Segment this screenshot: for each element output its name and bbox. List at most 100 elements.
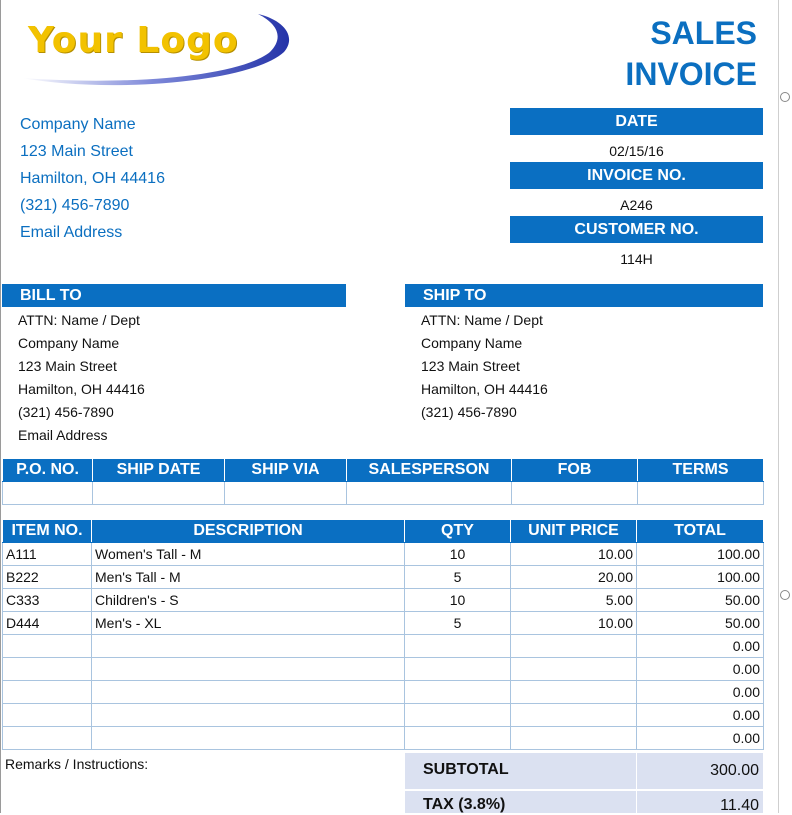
line-total-cell[interactable]: 100.00 [636,565,764,589]
bill-to-city[interactable]: Hamilton, OH 44416 [18,381,145,397]
salesperson-cell[interactable] [346,481,512,505]
scroll-handle-icon[interactable] [780,92,790,102]
item-no-cell[interactable]: D444 [2,611,92,635]
total-header: TOTAL [636,519,764,543]
invoice-no-label: INVOICE NO. [510,162,763,189]
line-total-cell[interactable]: 0.00 [636,726,764,750]
ship-to-phone[interactable]: (321) 456-7890 [421,404,517,420]
description-cell[interactable]: Men's Tall - M [91,565,405,589]
line-total-cell[interactable]: 0.00 [636,657,764,681]
line-total-cell[interactable]: 0.00 [636,634,764,658]
item-no-cell[interactable] [2,657,92,681]
invoice-no-value[interactable]: A246 [620,197,653,213]
ship-via-cell[interactable] [224,481,347,505]
line-total-cell[interactable]: 0.00 [636,680,764,704]
po-no-cell[interactable] [2,481,93,505]
unit-price-cell[interactable]: 5.00 [510,588,637,612]
logo-text: Your Logo [28,20,239,61]
item-no-cell[interactable] [2,634,92,658]
unit-price-cell[interactable]: 10.00 [510,542,637,566]
bill-to-company[interactable]: Company Name [18,335,120,351]
line-total-cell[interactable]: 0.00 [636,703,764,727]
qty-cell[interactable]: 10 [404,588,511,612]
bill-to-attn[interactable]: ATTN: Name / Dept [18,312,140,328]
order-info-table: P.O. NO. SHIP DATE SHIP VIA SALESPERSON … [2,458,764,505]
company-phone: (321) 456-7890 [20,197,130,214]
unit-price-cell[interactable] [510,680,637,704]
item-no-cell[interactable] [2,703,92,727]
unit-price-header: UNIT PRICE [510,519,637,543]
item-no-cell[interactable]: B222 [2,565,92,589]
description-cell[interactable] [91,680,405,704]
ship-date-cell[interactable] [92,481,225,505]
qty-cell[interactable]: 5 [404,611,511,635]
qty-cell[interactable] [404,680,511,704]
description-cell[interactable] [91,657,405,681]
bill-to-phone[interactable]: (321) 456-7890 [18,404,114,420]
ship-to-attn[interactable]: ATTN: Name / Dept [421,312,543,328]
ship-date-header: SHIP DATE [92,458,225,482]
subtotal-label-cell [405,753,636,789]
bill-to-email[interactable]: Email Address [18,427,108,443]
line-items-table: ITEM NO. DESCRIPTION QTY UNIT PRICE TOTA… [2,519,764,750]
date-value[interactable]: 02/15/16 [609,143,664,159]
bill-to-street[interactable]: 123 Main Street [18,358,117,374]
unit-price-cell[interactable] [510,703,637,727]
remarks-label: Remarks / Instructions: [5,756,149,772]
description-cell[interactable] [91,634,405,658]
line-total-cell[interactable]: 50.00 [636,588,764,612]
unit-price-cell[interactable] [510,726,637,750]
vertical-scrollbar[interactable] [778,0,792,813]
unit-price-cell[interactable] [510,657,637,681]
salesperson-header: SALESPERSON [346,458,512,482]
subtotal-value: 300.00 [710,762,759,779]
item-no-cell[interactable]: A111 [2,542,92,566]
qty-header: QTY [404,519,511,543]
fob-cell[interactable] [511,481,638,505]
ship-to-company[interactable]: Company Name [421,335,523,351]
qty-cell[interactable]: 5 [404,565,511,589]
description-cell[interactable] [91,726,405,750]
scroll-handle-icon[interactable] [780,590,790,600]
company-street: 123 Main Street [20,143,133,160]
item-no-cell[interactable] [2,680,92,704]
qty-cell[interactable] [404,657,511,681]
description-cell[interactable]: Women's Tall - M [91,542,405,566]
bill-to-address: ATTN: Name / Dept Company Name 123 Main … [18,309,145,447]
qty-cell[interactable]: 10 [404,542,511,566]
unit-price-cell[interactable]: 10.00 [510,611,637,635]
description-cell[interactable]: Men's - XL [91,611,405,635]
sheet-left-border [0,0,1,813]
date-label: DATE [510,108,763,135]
line-total-cell[interactable]: 50.00 [636,611,764,635]
po-no-header: P.O. NO. [2,458,93,482]
table-row: 0.00 [2,703,764,727]
terms-cell[interactable] [637,481,764,505]
tax-label: TAX (3.8%) [423,796,506,813]
invoice-title-line2: INVOICE [625,56,757,92]
qty-cell[interactable] [404,634,511,658]
description-header: DESCRIPTION [91,519,405,543]
line-total-cell[interactable]: 100.00 [636,542,764,566]
table-row: 0.00 [2,726,764,750]
table-row: B222 Men's Tall - M 5 20.00 100.00 [2,565,764,589]
table-row: A111 Women's Tall - M 10 10.00 100.00 [2,542,764,566]
description-cell[interactable] [91,703,405,727]
description-cell[interactable]: Children's - S [91,588,405,612]
table-row: 0.00 [2,680,764,704]
customer-no-value[interactable]: 114H [620,251,653,267]
item-no-header: ITEM NO. [2,519,92,543]
subtotal-label: SUBTOTAL [423,761,509,778]
item-no-cell[interactable]: C333 [2,588,92,612]
unit-price-cell[interactable] [510,634,637,658]
item-no-cell[interactable] [2,726,92,750]
terms-header: TERMS [637,458,764,482]
ship-via-header: SHIP VIA [224,458,347,482]
fob-header: FOB [511,458,638,482]
qty-cell[interactable] [404,703,511,727]
ship-to-street[interactable]: 123 Main Street [421,358,520,374]
ship-to-address: ATTN: Name / Dept Company Name 123 Main … [421,309,548,424]
unit-price-cell[interactable]: 20.00 [510,565,637,589]
qty-cell[interactable] [404,726,511,750]
ship-to-city[interactable]: Hamilton, OH 44416 [421,381,548,397]
